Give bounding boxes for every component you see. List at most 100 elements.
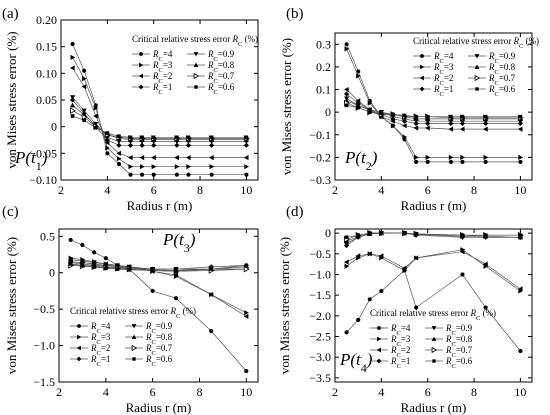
x-tick-label: 6 [425, 385, 431, 399]
series-line-5 [72, 105, 247, 140]
x-tick-label: 10 [514, 385, 526, 399]
legend-entry-label: RC=2 [152, 71, 172, 85]
y-tick-label: −0.3 [309, 173, 331, 187]
data-point [139, 142, 145, 148]
y-tick-label: −3.0 [309, 350, 331, 364]
data-point [174, 155, 179, 161]
legend-title: Critical relative stress error RC (%) [132, 34, 258, 48]
legend-entry-label: RC=1 [433, 84, 453, 98]
series-line-0 [72, 43, 247, 176]
data-point [390, 123, 396, 129]
data-point [173, 272, 179, 278]
legend-entry-label: RC=0.7 [488, 73, 516, 87]
x-tick-label: 6 [150, 385, 156, 399]
data-point [82, 76, 87, 82]
data-point [175, 135, 179, 140]
legend-marker [138, 73, 143, 79]
legend-marker [419, 75, 424, 81]
data-point [356, 233, 360, 238]
y-tick-label: −2.5 [309, 330, 331, 344]
data-point [209, 135, 214, 140]
legend-marker [420, 64, 425, 70]
data-point [140, 135, 144, 140]
data-point [344, 42, 349, 47]
data-point [186, 135, 191, 140]
chart-panel-c: (c) 2 4 6 8 10 −1.5 −1.0 −0.5 0 0.5 Radius r (m) von… [2, 204, 259, 415]
data-point [356, 105, 360, 110]
data-point [103, 256, 108, 261]
data-point [414, 232, 418, 236]
data-point [367, 100, 373, 106]
data-point [402, 134, 408, 140]
legend-marker [194, 85, 198, 89]
series-line-6 [70, 265, 247, 272]
data-point [402, 231, 407, 235]
data-point [186, 172, 191, 177]
data-point [518, 348, 523, 354]
data-point [401, 265, 407, 271]
data-point [402, 113, 407, 118]
legend-entry-label: RC=0.7 [145, 343, 173, 357]
legend-entry-label: RC=2 [390, 345, 410, 359]
series-line-7 [72, 115, 247, 138]
data-point [448, 159, 453, 164]
data-point [244, 263, 249, 268]
data-point [379, 288, 384, 294]
plot-annotation: P(t4) [339, 350, 373, 375]
legend: Critical relative stress error RC (%) RC=… [132, 34, 258, 96]
data-point [92, 250, 97, 255]
data-point [425, 154, 431, 160]
data-point [81, 84, 87, 90]
series-line-2 [72, 67, 247, 158]
x-tick-label: 8 [197, 183, 203, 197]
data-point [414, 154, 419, 160]
legend-entry-label: RC=0.6 [445, 356, 473, 370]
data-point [105, 131, 110, 135]
data-point [460, 159, 465, 164]
legend-marker [377, 326, 381, 330]
data-point [344, 46, 350, 52]
x-tick-label: 4 [104, 183, 110, 197]
data-point [243, 142, 250, 148]
data-point [448, 154, 454, 160]
data-point [140, 172, 145, 177]
data-point [459, 126, 465, 132]
x-axis-label: Radius r (m) [401, 198, 467, 213]
y-tick-label: 0.05 [36, 93, 57, 107]
legend-entry-label: RC=4 [90, 321, 111, 335]
data-point [483, 154, 489, 160]
data-point [70, 107, 77, 114]
data-point [150, 268, 155, 273]
data-point [116, 156, 122, 162]
y-tick-label: 0.15 [36, 40, 57, 54]
data-point [116, 142, 122, 148]
x-tick-label: 10 [240, 183, 252, 197]
x-tick-label: 8 [471, 183, 477, 197]
legend-marker [432, 359, 436, 363]
data-point [460, 272, 465, 277]
panel-label: (d) [286, 204, 304, 220]
data-point [93, 113, 98, 119]
series-line-5 [346, 100, 521, 120]
y-tick-label: 0 [49, 266, 55, 280]
data-point [209, 155, 214, 161]
y-tick-label: −0.1 [309, 128, 331, 142]
data-point [151, 172, 156, 177]
data-point [425, 159, 430, 164]
legend-marker [474, 54, 480, 59]
data-point [139, 155, 145, 161]
data-point [378, 253, 384, 259]
data-point [517, 286, 523, 292]
data-point [518, 233, 523, 238]
plot-annotation: P(t2) [344, 148, 378, 173]
y-tick-label: −3.5 [309, 371, 331, 385]
y-axis-label: von Mises stress error (%) [279, 38, 294, 175]
data-point [425, 114, 430, 119]
chart-panel-a: (a) 2 4 6 8 10 −0.10 −0.05 0 0.05 0.10 0.15 0.20 Radi… [2, 6, 259, 213]
data-point [425, 116, 431, 122]
legend-marker [376, 347, 381, 353]
legend-marker [193, 52, 199, 57]
data-point [70, 114, 75, 118]
data-point [104, 266, 108, 271]
y-tick-label: 0.3 [316, 37, 331, 51]
